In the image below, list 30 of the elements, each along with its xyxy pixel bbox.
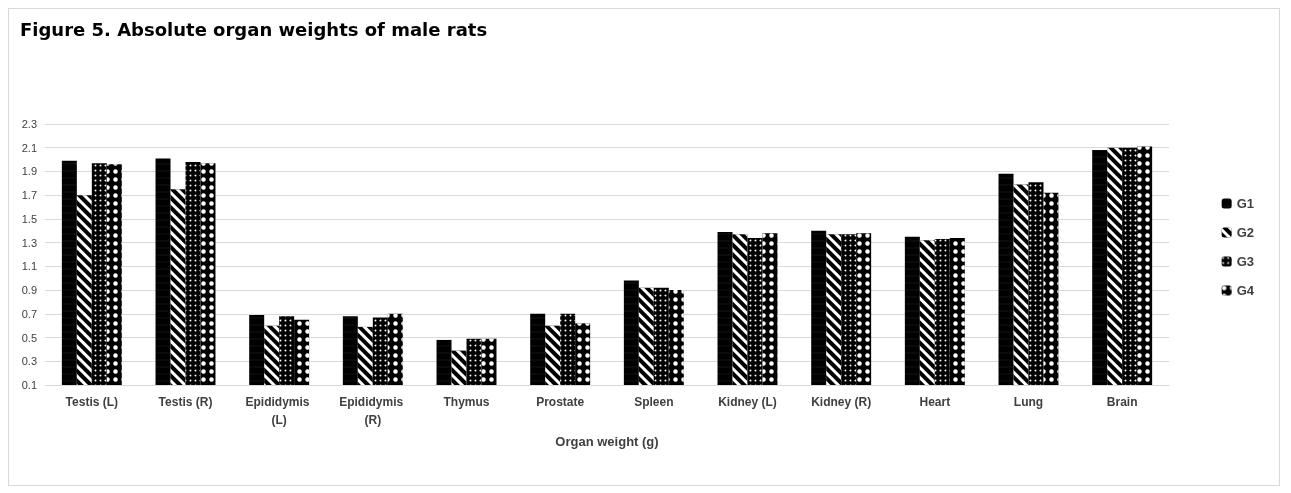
x-tick-label: Epididymis (R) xyxy=(339,395,407,427)
x-tick-label: Kidney (R) xyxy=(811,395,872,409)
y-tick-label: 1.1 xyxy=(21,260,37,273)
y-tick-label: 0.5 xyxy=(21,331,37,344)
y-tick-label: 1.7 xyxy=(21,189,37,202)
x-tick-label: Epididymis (L) xyxy=(245,395,313,427)
x-tick-label: Spleen xyxy=(634,395,674,409)
x-tick-label: Prostate xyxy=(536,395,585,409)
x-tick-label: Thymus xyxy=(443,395,490,409)
y-tick-label: 1.9 xyxy=(21,165,37,178)
x-tick-label: Testis (L) xyxy=(65,395,119,409)
x-axis-title: Organ weight (g) xyxy=(555,434,659,449)
y-tick-label: 1.5 xyxy=(21,212,37,225)
x-tick-label: Brain xyxy=(1106,395,1138,409)
y-tick-label: 1.3 xyxy=(21,236,37,249)
y-tick-label: 2.1 xyxy=(21,141,37,154)
y-tick-label: 0.1 xyxy=(21,379,37,391)
x-tick-label: Lung xyxy=(1013,395,1044,409)
chart-title: Figure 5. Absolute organ weights of male rats xyxy=(20,18,488,40)
y-tick-label: 0.9 xyxy=(21,284,37,297)
legend-label: G3 xyxy=(1236,254,1254,269)
x-tick-label: Heart xyxy=(919,395,951,409)
y-tick-label: 0.7 xyxy=(21,307,37,320)
x-tick-label: Kidney (L) xyxy=(718,395,777,409)
y-tick-label: 0.3 xyxy=(21,355,37,368)
legend-label: G2 xyxy=(1236,225,1254,240)
legend-label: G1 xyxy=(1236,196,1254,211)
x-tick-label: Testis (R) xyxy=(158,395,213,409)
legend-label: G4 xyxy=(1236,283,1255,298)
y-tick-label: 2.3 xyxy=(21,118,37,130)
